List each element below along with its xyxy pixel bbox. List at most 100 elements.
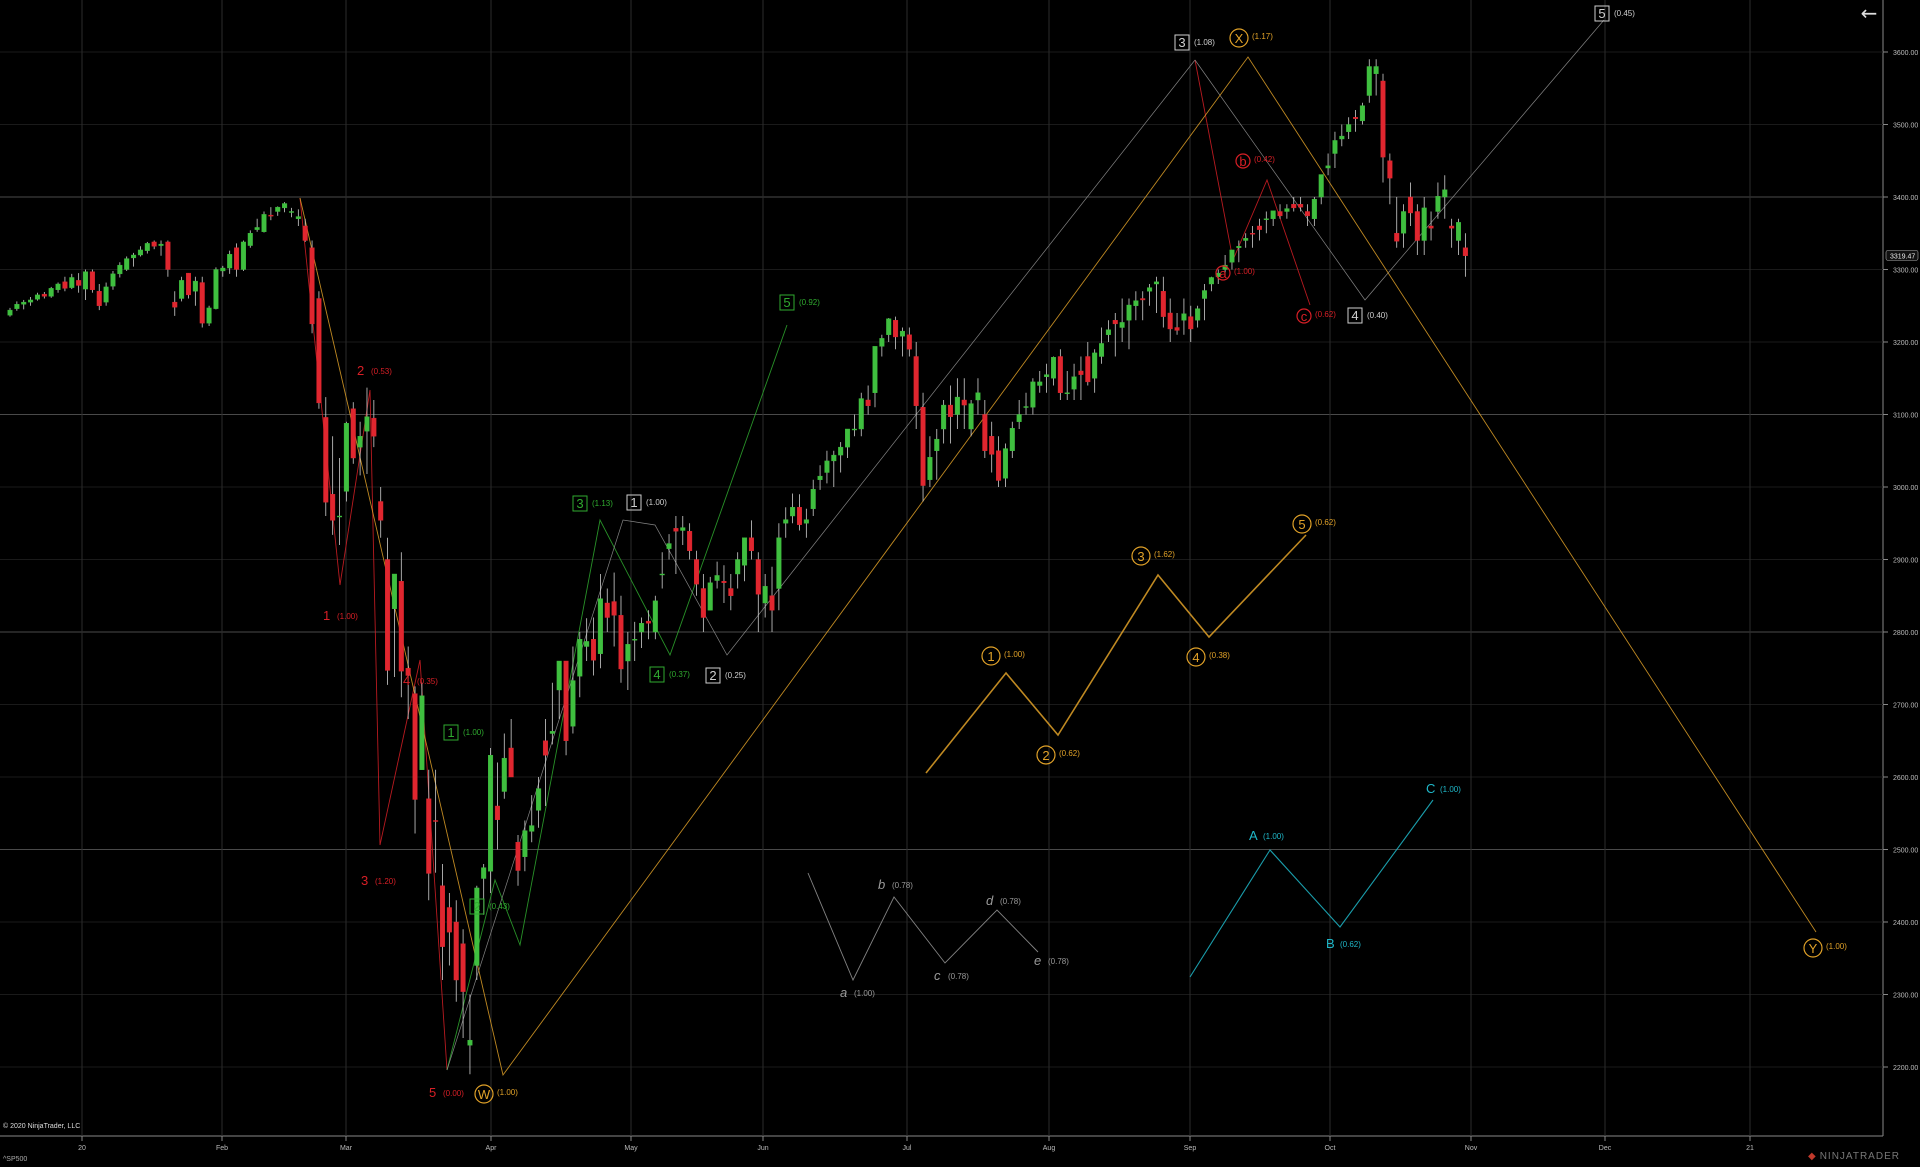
- wave-ratio-label: (1.00): [463, 728, 484, 737]
- candle: [542, 719, 548, 806]
- wave-label: C: [1426, 781, 1435, 796]
- candle-body: [1030, 381, 1036, 408]
- wave-ratio-label: (0.25): [725, 671, 746, 680]
- candle: [721, 565, 727, 603]
- wave-ratio-label: (0.43): [489, 902, 510, 911]
- candle-body: [714, 575, 720, 581]
- candle-body: [968, 403, 974, 430]
- wave-ratio-label: (0.62): [1340, 940, 1361, 949]
- candle-body: [1387, 160, 1393, 179]
- last-price-box: [1885, 250, 1919, 261]
- candle-body: [446, 907, 452, 933]
- candle: [1153, 276, 1159, 313]
- back-arrow-icon[interactable]: ←: [1860, 1, 1878, 25]
- candle: [1071, 363, 1077, 400]
- candle-body: [1284, 208, 1290, 212]
- candle: [165, 240, 171, 277]
- candle: [330, 436, 336, 535]
- wave-ratio-label: (1.00): [854, 989, 875, 998]
- candle-body: [1044, 374, 1050, 377]
- candle-body: [124, 258, 130, 270]
- candle-body: [645, 620, 651, 624]
- candle-body: [796, 507, 802, 525]
- candle: [357, 421, 363, 476]
- candle: [817, 465, 823, 490]
- candle-body: [41, 293, 47, 297]
- candle-body: [838, 446, 844, 456]
- wave-ratio-label: (1.00): [1826, 942, 1847, 951]
- candle: [151, 240, 157, 250]
- candle: [28, 297, 34, 306]
- wave-ratio-label: (1.00): [1440, 785, 1461, 794]
- candle: [69, 273, 75, 290]
- candle: [337, 458, 343, 545]
- x-tick-label: Dec: [1599, 1145, 1612, 1152]
- candle-body: [783, 519, 789, 524]
- candle-body: [240, 241, 246, 270]
- candle: [446, 893, 452, 966]
- wave-ratio-label: (0.37): [669, 670, 690, 679]
- candle-body: [412, 693, 418, 800]
- candle-body: [14, 304, 20, 309]
- wave-label: A: [1249, 828, 1258, 843]
- wave-label-box: [705, 667, 721, 684]
- candle: [1366, 59, 1372, 103]
- candle: [1407, 182, 1413, 226]
- candle-body: [89, 271, 95, 290]
- candle: [185, 272, 191, 299]
- candle: [989, 421, 995, 473]
- copyright-text: © 2020 NinjaTrader, LLC: [3, 1123, 81, 1130]
- candle: [1009, 421, 1015, 458]
- candle: [913, 342, 919, 429]
- candle: [391, 573, 397, 677]
- candle: [1050, 356, 1056, 386]
- y-tick-label: 2300.00: [1893, 993, 1918, 1000]
- candle-body: [206, 307, 212, 324]
- candle: [529, 795, 535, 843]
- candle-body: [268, 214, 274, 217]
- candle: [1435, 182, 1441, 219]
- wave-ratio-label: (0.78): [892, 881, 913, 890]
- candle-body: [1002, 448, 1008, 479]
- candle-body: [1346, 124, 1352, 132]
- candle-body: [1105, 329, 1111, 335]
- candle: [179, 276, 185, 302]
- candle-body: [508, 747, 514, 778]
- candle: [398, 552, 404, 698]
- candle: [83, 269, 89, 300]
- candle-body: [597, 598, 603, 654]
- grey-wave-4-5: [1194, 19, 1605, 301]
- candlesticks: [7, 59, 1468, 1075]
- candle-body: [282, 203, 288, 209]
- candle: [776, 523, 782, 611]
- candle: [295, 209, 301, 226]
- candle-body: [481, 867, 487, 879]
- wave-ratio-label: (0.53): [371, 367, 392, 376]
- candle-body: [687, 531, 693, 551]
- wave-label: 3: [1178, 35, 1185, 50]
- x-tick-label: May: [624, 1145, 638, 1152]
- candle: [948, 385, 954, 444]
- candle-body: [694, 559, 700, 585]
- wave-label: b: [878, 877, 885, 892]
- candle-body: [192, 280, 198, 292]
- candle: [14, 301, 20, 311]
- candle-body: [707, 582, 713, 611]
- candle: [1016, 400, 1022, 429]
- candle: [117, 262, 123, 278]
- wave-ratio-label: (1.00): [646, 498, 667, 507]
- candle: [309, 240, 315, 334]
- candle-body: [494, 805, 500, 820]
- candle: [652, 595, 658, 640]
- candle: [144, 241, 150, 254]
- candle: [234, 243, 240, 277]
- wave-ratio-label: (1.00): [1263, 832, 1284, 841]
- candle: [1119, 298, 1125, 342]
- wave-label-box: [1174, 34, 1190, 51]
- candle: [89, 269, 95, 293]
- candle-body: [1236, 246, 1242, 248]
- candle: [1428, 211, 1434, 241]
- wave-label: 4: [1351, 308, 1358, 323]
- candle-body: [1256, 225, 1262, 230]
